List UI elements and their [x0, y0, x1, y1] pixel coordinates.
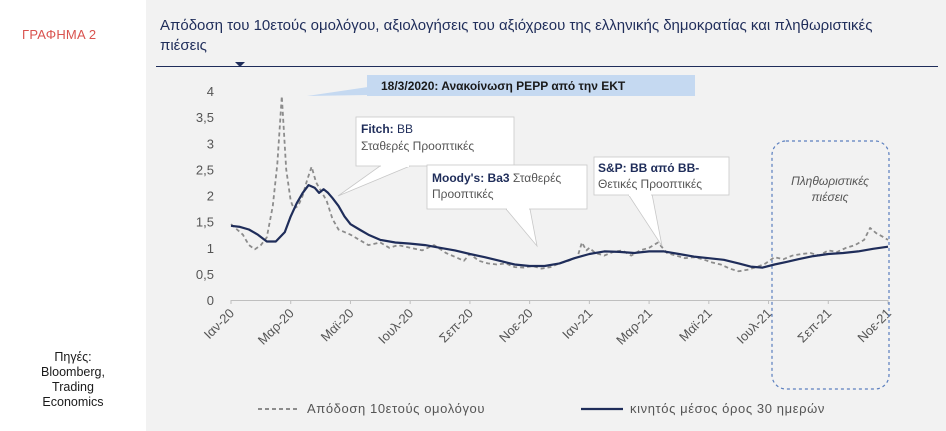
inflation-highlight-box: Πληθωριστικές πιέσεις: [771, 140, 890, 390]
pepp-callout-text: 18/3/2020: Ανακοίνωση PEPP από την ΕΚΤ: [381, 79, 626, 93]
x-tick-label: Σεπ-20: [436, 306, 476, 346]
inflation-label: Πληθωριστικές: [791, 174, 869, 188]
y-tick-label: 0,5: [196, 267, 214, 282]
x-tick-label: Ιουλ-21: [733, 306, 774, 347]
fitch-outlook-text: Σταθερές Προοπτικές: [361, 139, 474, 153]
sources-line: Trading: [52, 380, 94, 394]
sp-callout-pointer: [627, 193, 663, 247]
inflation-label: πιέσεις: [812, 190, 849, 204]
fitch-callout-pointer: [337, 165, 411, 197]
y-tick-label: 1,5: [196, 215, 214, 230]
x-tick-label: Μαρ-20: [255, 306, 297, 348]
y-tick-label: 3: [207, 136, 214, 151]
sp-rating-text: S&P: BB από BB-: [598, 161, 699, 175]
moodys-callout: Moody's: Ba3 Σταθερές Προοπτικές: [426, 164, 588, 248]
title-divider-notch: [235, 62, 245, 67]
sidebar: ΓΡΑΦΗΜΑ 2 Πηγές: Bloomberg, Trading Econ…: [0, 0, 146, 431]
moodys-callout-box: [426, 164, 588, 210]
sources-line: Bloomberg,: [41, 365, 105, 379]
series-layer: [230, 95, 889, 273]
x-tick-label: Σεπ-21: [794, 306, 834, 346]
sp-callout-joint: [629, 193, 651, 196]
chart-legend: Απόδοση 10ετούς ομολόγου κινητός μέσος ό…: [258, 401, 825, 416]
inflation-box-outline: [771, 140, 890, 390]
fitch-rating-text: Fitch: BB: [361, 122, 413, 136]
legend-label-yield: Απόδοση 10ετούς ομολόγου: [307, 401, 485, 416]
y-tick-label: 2,5: [196, 162, 214, 177]
sources-line: Πηγές:: [54, 350, 92, 364]
y-tick-label: 3,5: [196, 110, 214, 125]
x-tick-label: Ιαν-21: [559, 306, 595, 342]
moodys-callout-pointer: [505, 208, 538, 248]
moodys-rating-text: Moody's: Ba3 Σταθερές: [432, 171, 561, 185]
x-tick-label: Μαϊ-20: [318, 306, 357, 345]
x-tick-label: Νοε-21: [854, 306, 894, 346]
pepp-callout-box: [367, 75, 695, 96]
sp-outlook-text: Θετικές Προοπτικές: [598, 177, 702, 191]
y-tick-label: 1: [207, 241, 214, 256]
series-line-moving-average: [230, 184, 889, 269]
pepp-callout-pointer: [307, 87, 368, 96]
pepp-callout: 18/3/2020: Ανακοίνωση PEPP από την ΕΚΤ: [307, 75, 695, 96]
x-tick-label: Ιουλ-20: [375, 306, 416, 347]
sp-callout: S&P: BB από BB- Θετικές Προοπτικές: [593, 156, 730, 247]
y-tick-label: 0: [207, 293, 214, 308]
fitch-callout-joint: [381, 164, 409, 167]
y-tick-label: 4: [207, 84, 214, 99]
x-tick-label: Νοε-20: [496, 306, 536, 346]
x-tick-label: Ιαν-20: [201, 306, 237, 342]
fitch-callout-box: [355, 116, 515, 167]
sources-note: Πηγές: Bloomberg, Trading Economics: [0, 350, 146, 410]
fitch-callout: Fitch: BB Σταθερές Προοπτικές: [337, 116, 515, 197]
title-divider: [156, 66, 938, 67]
chart-title: Απόδοση του 10ετούς ομολόγου, αξιολογήσε…: [160, 17, 873, 54]
x-tick-label: Μαϊ-21: [676, 306, 715, 345]
chart-panel: [146, 0, 946, 431]
figure-label: ΓΡΑΦΗΜΑ 2: [22, 27, 97, 42]
moodys-outlook-text: Προοπτικές: [432, 187, 494, 201]
sources-line: Economics: [42, 395, 104, 409]
legend-label-ma: κινητός μέσος όρος 30 ημερών: [630, 401, 825, 416]
moodys-callout-joint: [507, 207, 529, 210]
sp-callout-box: [593, 156, 730, 196]
y-tick-label: 2: [207, 189, 214, 204]
chart-axes: 0 0,5 1 1,5 2 2,5 3 3,5 4 Ιαν-20 Μαρ-20 Μαϊ-20 Ιουλ-…: [196, 84, 894, 348]
x-tick-label: Μαρ-21: [613, 306, 655, 348]
